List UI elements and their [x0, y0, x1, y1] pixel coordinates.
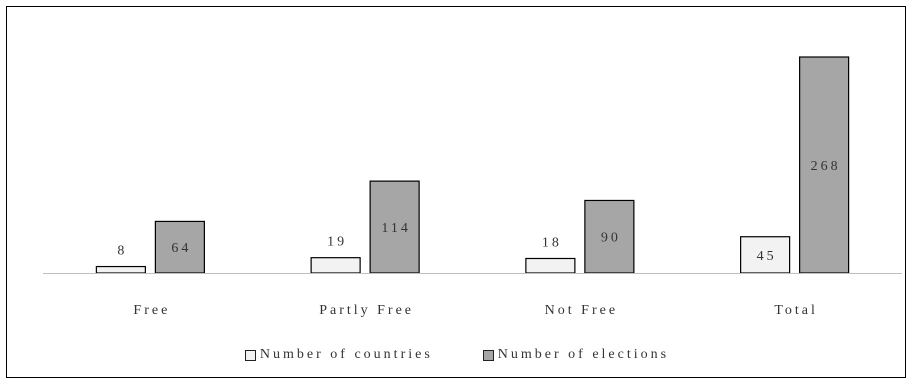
category-label-1: Partly Free — [319, 303, 414, 318]
data-label-countries-0: 8 — [117, 244, 127, 259]
legend-swatch-elections — [482, 349, 494, 361]
category-label-0: Free — [133, 303, 170, 318]
data-label-elections-1: 114 — [381, 221, 410, 236]
bar-chart: 8 64 Free 19 114 Partly Free 18 90 Not Free 45 268… — [43, 56, 902, 318]
bar-elections-2 — [584, 199, 635, 274]
data-label-elections-3: 268 — [811, 159, 841, 174]
legend-item-elections: Number of elections — [482, 347, 670, 363]
bar-countries-2 — [525, 257, 576, 274]
legend-label-elections: Number of elections — [497, 347, 670, 362]
legend: Number of countries Number of elections — [7, 347, 907, 363]
bars-layer — [95, 56, 850, 274]
bar-countries-3 — [740, 236, 791, 274]
legend-label-countries: Number of countries — [259, 347, 433, 362]
chart-frame: 8 64 Free 19 114 Partly Free 18 90 Not Free 45 268… — [6, 6, 906, 378]
data-label-elections-2: 90 — [601, 231, 621, 246]
bar-countries-1 — [310, 257, 361, 274]
legend-item-countries: Number of countries — [244, 347, 433, 363]
category-label-2: Not Free — [545, 303, 618, 318]
data-label-countries-3: 45 — [757, 249, 777, 264]
bar-elections-0 — [154, 220, 205, 274]
data-label-elections-0: 64 — [171, 241, 191, 256]
category-label-3: Total — [774, 303, 818, 318]
data-label-countries-2: 18 — [542, 235, 562, 250]
bar-countries-0 — [95, 265, 146, 274]
data-label-countries-1: 19 — [327, 235, 347, 250]
legend-swatch-countries — [244, 349, 256, 361]
labels-layer: 8 64 Free 19 114 Partly Free 18 90 Not Free 45 268… — [117, 159, 841, 318]
bar-elections-1 — [369, 180, 420, 274]
